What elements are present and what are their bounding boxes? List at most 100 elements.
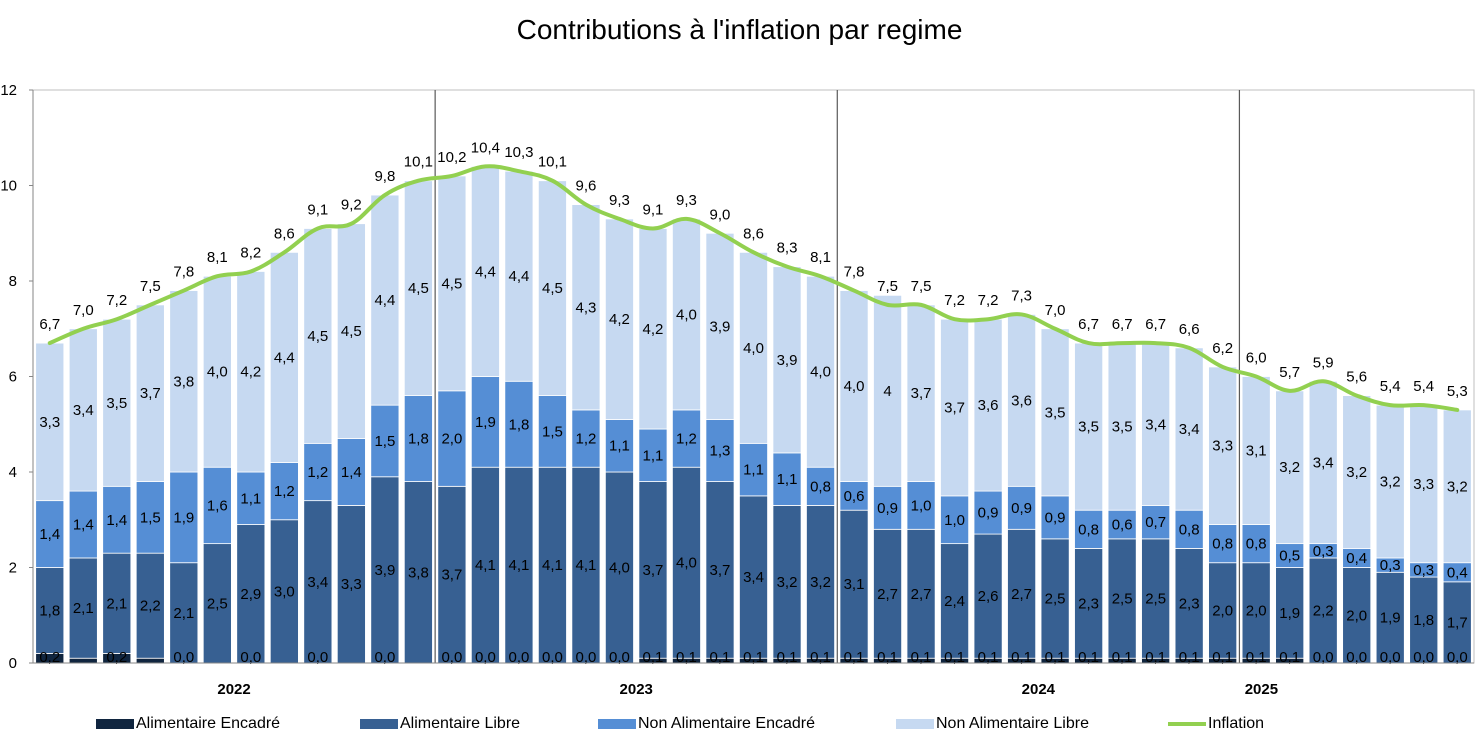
bar-value-label: 3,4: [307, 574, 328, 591]
bar-value-label: 0,1: [1179, 649, 1200, 666]
bar-segment-3: [35, 342, 65, 502]
bar-value-label: 2,2: [140, 598, 161, 615]
bar-value-label: 1,4: [39, 526, 60, 543]
bar-segment-2: [806, 466, 835, 506]
bar-value-label: 1,9: [1380, 610, 1401, 627]
inflation-value-label: 6,7: [1112, 316, 1133, 333]
bar-value-label: 2,1: [73, 600, 94, 617]
bar-value-label: 4,4: [274, 349, 295, 366]
bar-segment-3: [135, 304, 165, 482]
inflation-value-label: 9,3: [609, 192, 630, 209]
year-label: 2022: [217, 681, 250, 698]
inflation-value-label: 8,1: [810, 249, 831, 266]
bar-value-label: 3,8: [173, 373, 194, 390]
bar-value-label: 2,0: [1246, 602, 1267, 619]
legend-item: Non Alimentaire Encadré: [598, 712, 815, 736]
bar-segment-2: [839, 481, 869, 511]
bar-segment-1: [1375, 571, 1405, 664]
bar-value-label: 3,8: [408, 564, 429, 581]
bar-value-label: 2,0: [1346, 607, 1367, 624]
bar-value-label: 4,2: [643, 321, 664, 338]
bar-segment-3: [504, 170, 534, 382]
bar-value-label: 1,5: [374, 433, 395, 450]
legend-label: Non Alimentaire Encadré: [638, 715, 815, 732]
bar-value-label: 2,0: [441, 431, 462, 448]
bar-value-label: 0,0: [1413, 649, 1434, 666]
chart-title: Contributions à l'inflation par regime: [516, 14, 963, 45]
bar-value-label: 0,1: [1112, 649, 1133, 666]
bar-value-label: 3,9: [777, 352, 798, 369]
bar-value-label: 4,0: [743, 340, 764, 357]
bar-value-label: 4,0: [676, 555, 697, 572]
bar-segment-2: [370, 404, 400, 478]
inflation-value-label: 7,2: [978, 292, 999, 309]
bar-value-label: 4,5: [542, 280, 563, 297]
bar-value-label: 2,0: [1212, 602, 1233, 619]
bar-segment-2: [739, 442, 768, 497]
bar-value-label: 4,2: [609, 311, 630, 328]
bar-value-label: 3,9: [374, 562, 395, 579]
legend-item: Non Alimentaire Libre: [896, 712, 1089, 736]
bar-value-label: 0,1: [1145, 649, 1166, 666]
bar-value-label: 1,0: [911, 497, 932, 514]
bar-value-label: 1,8: [508, 416, 529, 433]
legend-label: Alimentaire Libre: [400, 715, 521, 732]
bar-value-label: 1,4: [73, 517, 94, 534]
bar-segment-1: [1174, 548, 1204, 659]
year-label: 2024: [1022, 681, 1056, 698]
bar-segment-2: [202, 466, 232, 545]
bar-segment-3: [68, 328, 98, 492]
bar-segment-3: [1275, 390, 1305, 545]
bar-value-label: 2,5: [1045, 591, 1066, 608]
bar-value-label: 1,3: [710, 443, 731, 460]
inflation-value-label: 5,6: [1346, 369, 1367, 386]
bar-value-label: 1,9: [173, 509, 194, 526]
bar-value-label: 4,0: [609, 560, 630, 577]
bar-value-label: 0,1: [978, 649, 999, 666]
bar-segment-3: [973, 318, 1003, 492]
inflation-value-label: 5,3: [1447, 383, 1468, 400]
legend-color-swatch: [96, 719, 134, 729]
inflation-value-label: 8,6: [274, 225, 295, 242]
bar-value-label: 0,8: [1078, 521, 1099, 538]
bar-value-label: 3,7: [944, 400, 965, 417]
bar-segment-3: [940, 318, 970, 497]
inflation-value-label: 8,1: [207, 249, 228, 266]
inflation-value-label: 5,4: [1413, 378, 1434, 395]
bar-value-label: 2,2: [1313, 602, 1334, 619]
legend-color-swatch: [896, 719, 934, 729]
bar-value-label: 2,4: [944, 593, 965, 610]
bar-value-label: 3,4: [743, 569, 764, 586]
bar-value-label: 1,1: [643, 447, 664, 464]
inflation-value-label: 8,3: [777, 240, 798, 257]
bar-segment-3: [1308, 380, 1338, 545]
legend-color-swatch: [598, 719, 636, 729]
bar-value-label: 3,7: [911, 385, 932, 402]
bar-segment-1: [236, 524, 266, 664]
bar-segment-1: [806, 505, 835, 659]
bar-value-label: 0,9: [978, 505, 999, 522]
bar-segment-2: [604, 419, 634, 473]
bar-value-label: 1,9: [475, 414, 496, 431]
bar-value-label: 3,2: [1279, 459, 1300, 476]
bar-value-label: 1,1: [743, 462, 764, 479]
bar-value-label: 0,1: [676, 649, 697, 666]
bar-value-label: 0,0: [240, 649, 261, 666]
bar-value-label: 3,4: [1313, 454, 1334, 471]
bar-value-label: 3,6: [978, 397, 999, 414]
bar-segment-3: [303, 228, 333, 444]
inflation-value-label: 7,5: [140, 278, 161, 295]
bar-value-label: 0,9: [877, 500, 898, 517]
bar-segment-2: [1007, 485, 1037, 530]
bar-value-label: 1,1: [777, 471, 798, 488]
bar-segment-3: [705, 232, 735, 420]
bar-value-label: 0,1: [877, 649, 898, 666]
bar-value-label: 1,8: [408, 431, 429, 448]
bar-segment-3: [873, 294, 903, 487]
bar-segment-2: [269, 462, 299, 521]
bar-segment-0: [135, 657, 165, 664]
bar-value-label: 2,5: [207, 595, 228, 612]
inflation-value-label: 10,4: [471, 139, 500, 156]
bar-segment-1: [1241, 562, 1271, 659]
bar-value-label: 0,1: [1212, 649, 1233, 666]
